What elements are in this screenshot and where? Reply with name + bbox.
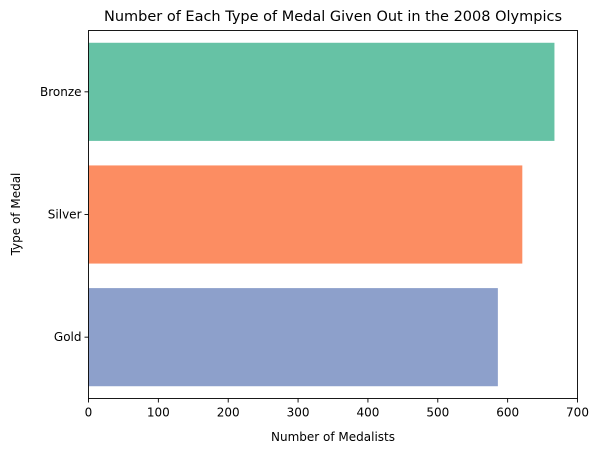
bar-silver (88, 165, 523, 264)
y-tick-label: Silver (48, 208, 82, 222)
y-tick-label: Bronze (40, 85, 82, 99)
x-axis-label: Number of Medalists (271, 430, 395, 444)
y-tick-label: Gold (54, 330, 82, 344)
chart-title: Number of Each Type of Medal Given Out i… (104, 9, 562, 25)
x-tick-label: 0 (85, 406, 93, 420)
bar-gold (88, 288, 498, 387)
x-tick-label: 500 (426, 406, 449, 420)
y-axis-label: Type of Medal (9, 173, 23, 257)
bar-bronze (88, 42, 555, 141)
x-tick-label: 600 (496, 406, 519, 420)
x-tick-label: 300 (287, 406, 310, 420)
x-tick-label: 700 (566, 406, 589, 420)
y-axis-ticks: Bronze Silver Gold (40, 85, 89, 344)
x-tick-label: 200 (217, 406, 240, 420)
x-tick-label: 100 (147, 406, 170, 420)
bars-group (88, 42, 555, 387)
x-axis-ticks: 0 100 200 300 400 500 600 700 (85, 398, 589, 420)
x-tick-label: 400 (356, 406, 379, 420)
